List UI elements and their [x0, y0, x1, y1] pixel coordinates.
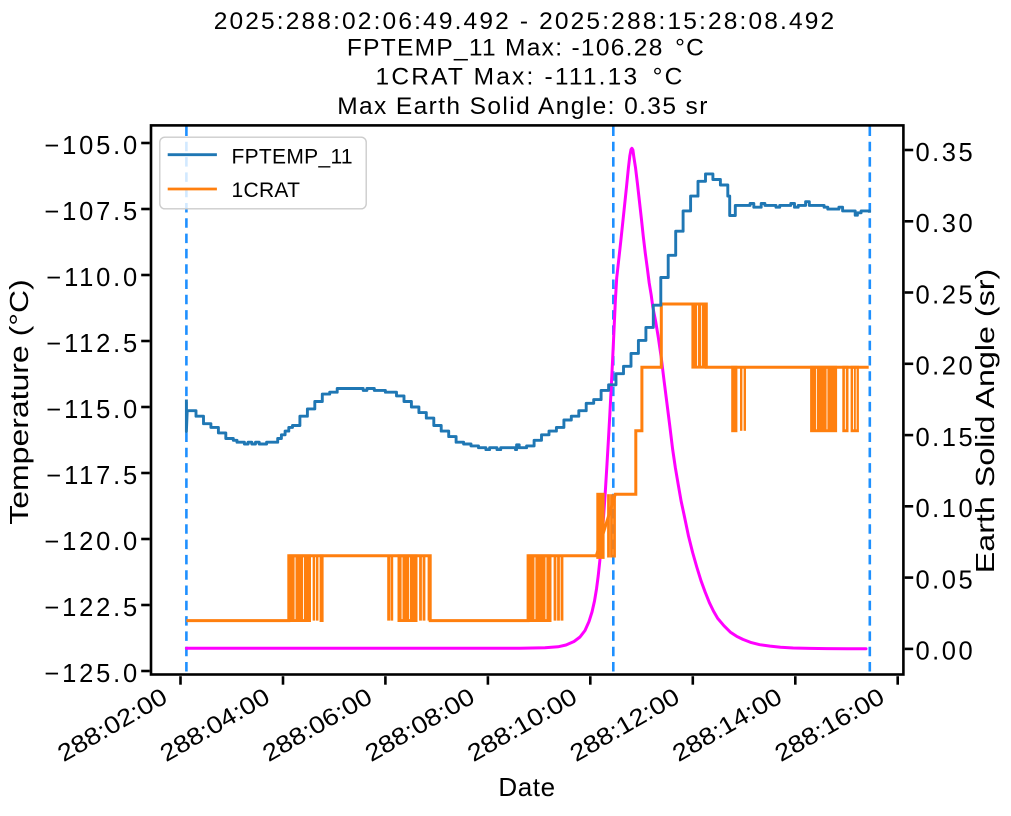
svg-text:0.10: 0.10	[916, 495, 976, 523]
svg-text:1CRAT Max: -111.13 °C: 1CRAT Max: -111.13 °C	[376, 64, 685, 91]
svg-text:0.05: 0.05	[916, 566, 976, 594]
svg-text:Max Earth Solid Angle: 0.35 sr: Max Earth Solid Angle: 0.35 sr	[337, 93, 709, 120]
svg-text:2025:288:02:06:49.492 - 2025:2: 2025:288:02:06:49.492 - 2025:288:15:28:0…	[214, 8, 837, 35]
svg-text:−112.5: −112.5	[46, 330, 140, 358]
svg-text:−117.5: −117.5	[46, 462, 140, 490]
svg-text:−122.5: −122.5	[44, 594, 140, 622]
svg-text:−105.0: −105.0	[44, 132, 140, 160]
svg-text:−115.0: −115.0	[46, 396, 140, 424]
svg-text:−120.0: −120.0	[44, 528, 140, 556]
svg-text:−110.0: −110.0	[46, 264, 140, 292]
svg-text:0.35: 0.35	[916, 139, 976, 167]
svg-text:Earth Solid Angle (sr): Earth Solid Angle (sr)	[971, 269, 1000, 573]
svg-text:0.00: 0.00	[916, 638, 976, 666]
svg-text:0.20: 0.20	[916, 353, 976, 381]
svg-text:0.15: 0.15	[916, 424, 976, 452]
svg-text:−107.5: −107.5	[44, 198, 140, 226]
svg-text:0.30: 0.30	[916, 210, 976, 238]
svg-text:FPTEMP_11 Max: -106.28 °C: FPTEMP_11 Max: -106.28 °C	[347, 34, 705, 61]
svg-text:0.25: 0.25	[916, 281, 976, 309]
svg-text:Date: Date	[498, 772, 555, 802]
svg-text:Temperature (°C): Temperature (°C)	[6, 279, 35, 524]
svg-text:FPTEMP_11: FPTEMP_11	[232, 146, 353, 169]
svg-text:−125.0: −125.0	[44, 660, 140, 688]
svg-text:1CRAT: 1CRAT	[232, 179, 301, 202]
